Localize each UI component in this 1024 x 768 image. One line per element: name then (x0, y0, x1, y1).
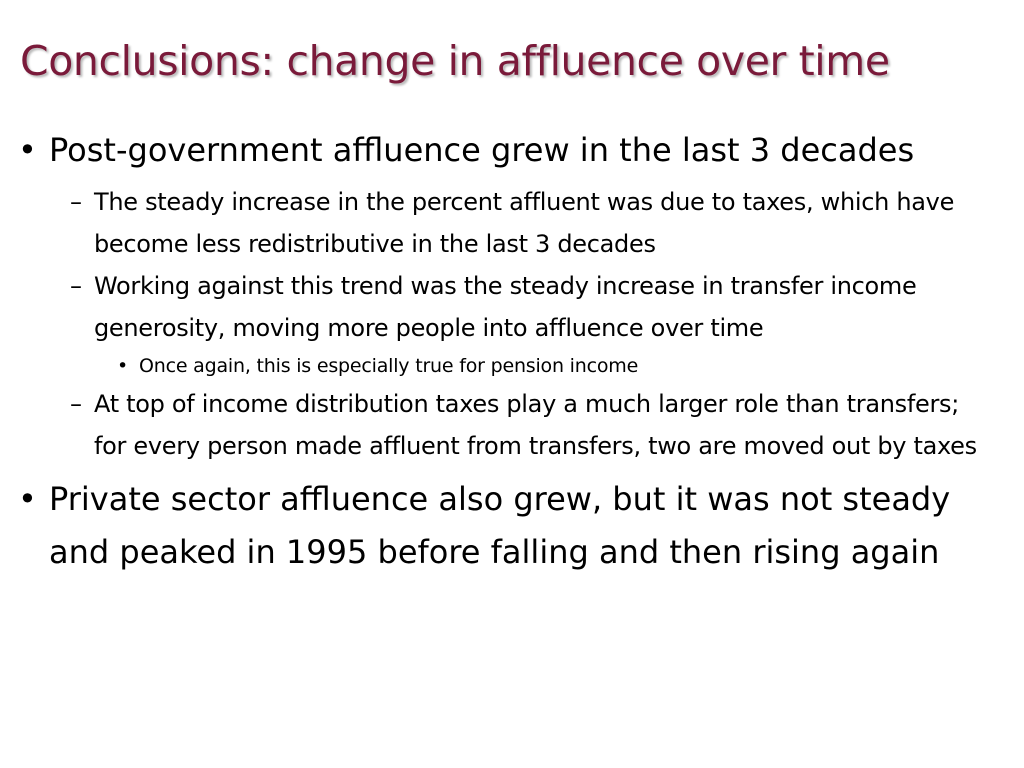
bullet-icon: • (18, 131, 37, 169)
dash-icon: – (70, 188, 82, 216)
sub-sub-bullet-item: • Once again, this is especially true fo… (0, 349, 999, 383)
sub-sub-bullet-text: Once again, this is especially true for … (139, 355, 639, 377)
bullet-item: • Post-government affluence grew in the … (0, 124, 989, 177)
bullet-icon: • (18, 480, 37, 518)
sub-bullet-text: At top of income distribution taxes play… (94, 390, 977, 460)
bullet-text: Private sector affluence also grew, but … (49, 480, 951, 571)
sub-bullet-item: – The steady increase in the percent aff… (0, 181, 994, 265)
dash-icon: – (70, 390, 82, 418)
bullet-icon: • (117, 355, 129, 377)
bullet-item: • Private sector affluence also grew, bu… (0, 473, 989, 579)
dash-icon: – (70, 272, 82, 300)
slide-title: Conclusions: change in affluence over ti… (20, 37, 890, 85)
sub-bullet-text: The steady increase in the percent afflu… (94, 188, 955, 258)
bullet-text: Post-government affluence grew in the la… (49, 131, 915, 169)
sub-bullet-text: Working against this trend was the stead… (94, 272, 917, 342)
sub-bullet-item: – At top of income distribution taxes pl… (0, 383, 994, 467)
slide-body: • Post-government affluence grew in the … (0, 124, 1024, 579)
sub-bullet-item: – Working against this trend was the ste… (0, 265, 994, 349)
